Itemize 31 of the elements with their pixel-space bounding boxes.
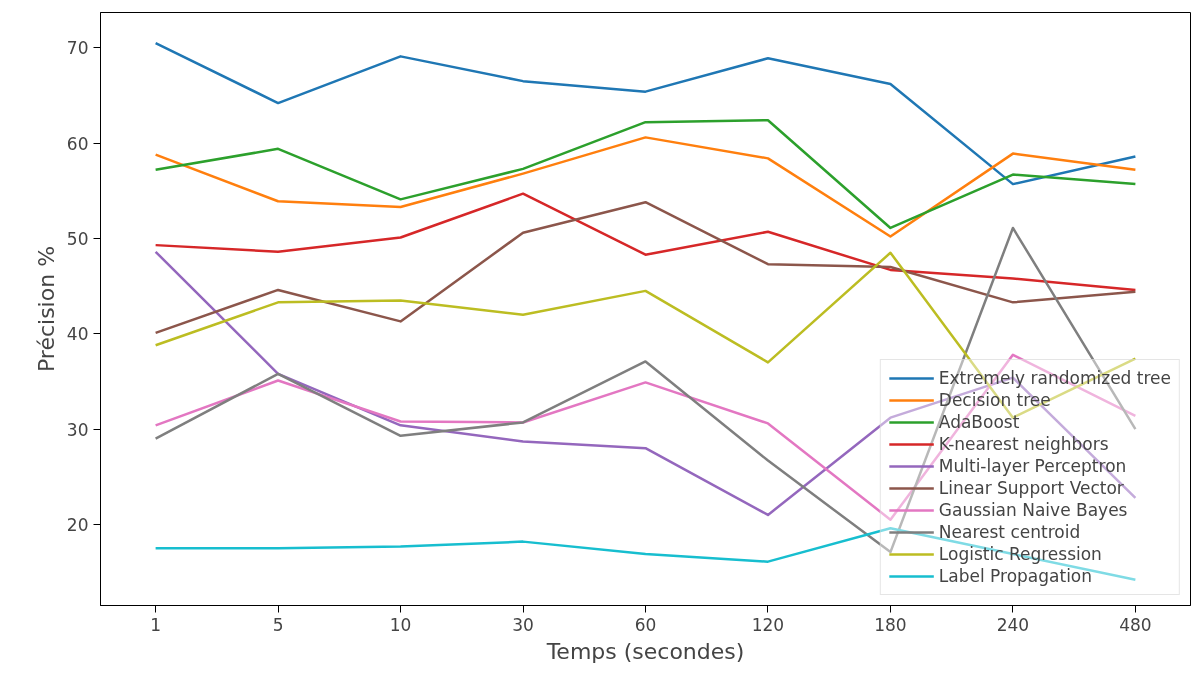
legend-label: Label Propagation [938,566,1093,586]
x-tick-label: 10 [389,614,412,635]
x-tick-label: 60 [634,614,657,635]
x-tick-label: 30 [512,614,534,635]
y-tick-label: 60 [66,133,89,154]
y-tick-label: 40 [66,324,89,345]
legend-label: Gaussian Naive Bayes [938,500,1128,520]
y-tick-label: 70 [66,38,89,59]
line-series [154,41,1137,186]
x-tick-label: 5 [272,614,284,635]
legend-label: K-nearest neighbors [938,434,1109,454]
x-tick-label: 180 [874,614,907,635]
line-series [154,200,1137,335]
line-series [154,136,1137,238]
legend-label: Nearest centroid [938,522,1081,542]
legend-label: AdaBoost [938,412,1020,432]
x-axis-title: Temps (secondes) [545,638,745,664]
x-tick-label: 240 [996,614,1030,635]
x-tick-label: 1 [150,614,162,635]
y-tick-label: 20 [66,514,89,535]
x-tick-label: 120 [751,614,785,635]
legend-label: Linear Support Vector [938,478,1124,498]
line-series [154,118,1137,230]
y-axis-title: Précision % [33,245,59,373]
legend-label: Multi-layer Perceptron [938,456,1127,476]
y-tick-label: 30 [66,419,89,440]
line-series [154,192,1137,292]
legend-label: Logistic Regression [938,544,1102,564]
x-tick-label: 480 [1119,614,1152,635]
y-tick-label: 50 [66,228,89,249]
line-series [154,353,1137,521]
